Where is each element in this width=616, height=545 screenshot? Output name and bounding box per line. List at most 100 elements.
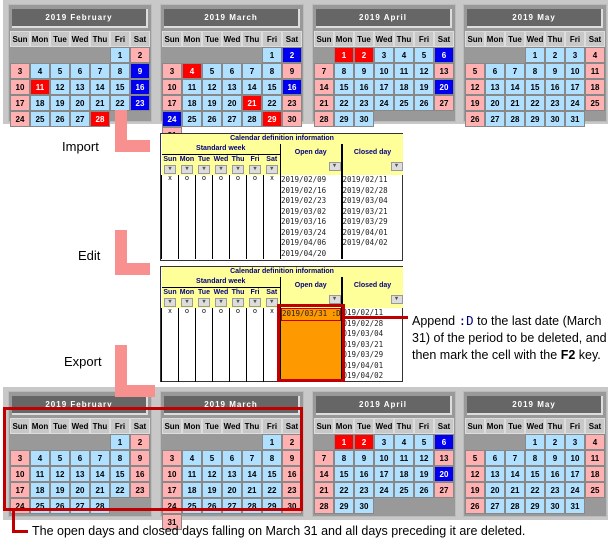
closed-day-cell[interactable]: 019/02/28 — [342, 318, 384, 328]
day-cell[interactable]: 21 — [505, 95, 525, 111]
closed-day-cell[interactable]: 019/03/21 — [342, 339, 384, 349]
filter-dropdown-icon[interactable]: ▾ — [390, 295, 403, 304]
day-cell[interactable]: 19 — [414, 466, 434, 482]
day-cell[interactable]: 16 — [130, 79, 150, 95]
day-cell[interactable]: 24 — [374, 482, 394, 498]
day-cell[interactable]: 25 — [182, 111, 202, 127]
day-cell[interactable]: 23 — [130, 482, 150, 498]
day-cell[interactable]: 14 — [505, 79, 525, 95]
filter-dropdown-icon[interactable]: ▾ — [249, 298, 261, 307]
day-cell[interactable]: 5 — [414, 47, 434, 63]
day-cell[interactable]: 12 — [465, 79, 485, 95]
day-cell[interactable]: 23 — [545, 482, 565, 498]
day-cell[interactable]: 4 — [182, 63, 202, 79]
day-cell[interactable]: 26 — [465, 498, 485, 514]
day-cell[interactable]: 10 — [374, 450, 394, 466]
day-cell[interactable]: 27 — [70, 111, 90, 127]
filter-dropdown-icon[interactable]: ▾ — [181, 165, 193, 174]
day-cell[interactable]: 7 — [314, 450, 334, 466]
day-cell[interactable]: 19 — [465, 482, 485, 498]
day-cell[interactable]: 3 — [10, 63, 30, 79]
day-cell[interactable]: 12 — [202, 79, 222, 95]
day-cell[interactable]: 26 — [414, 482, 434, 498]
closed-day-cell[interactable]: 2019/04/01 — [342, 227, 388, 237]
day-cell[interactable]: 3 — [162, 450, 182, 466]
day-cell[interactable]: 4 — [585, 434, 605, 450]
day-cell[interactable]: 22 — [525, 95, 545, 111]
day-cell[interactable]: 27 — [222, 111, 242, 127]
day-cell[interactable]: 18 — [585, 79, 605, 95]
day-cell[interactable]: 17 — [10, 482, 30, 498]
filter-dropdown-icon[interactable]: ▾ — [232, 298, 244, 307]
day-cell[interactable]: 30 — [354, 111, 374, 127]
day-cell[interactable]: 15 — [110, 466, 130, 482]
day-cell[interactable]: 26 — [414, 95, 434, 111]
day-cell[interactable]: 15 — [262, 79, 282, 95]
day-cell[interactable]: 12 — [414, 450, 434, 466]
day-cell[interactable]: 20 — [434, 466, 454, 482]
day-cell[interactable]: 8 — [110, 63, 130, 79]
day-cell[interactable]: 15 — [110, 79, 130, 95]
day-cell[interactable]: 5 — [465, 63, 485, 79]
day-cell[interactable]: 5 — [50, 450, 70, 466]
day-cell[interactable]: 20 — [485, 95, 505, 111]
day-cell[interactable]: 13 — [222, 79, 242, 95]
day-cell[interactable]: 14 — [90, 79, 110, 95]
edited-open-day-cell[interactable]: 2019/03/31 :D — [281, 308, 341, 321]
day-cell[interactable]: 14 — [505, 466, 525, 482]
day-cell[interactable]: 8 — [525, 450, 545, 466]
day-cell[interactable]: 24 — [162, 111, 182, 127]
day-cell[interactable]: 26 — [202, 111, 222, 127]
day-cell[interactable]: 25 — [30, 111, 50, 127]
day-cell[interactable]: 22 — [110, 482, 130, 498]
week-value-cell[interactable]: x — [263, 175, 281, 260]
closed-day-cell[interactable]: 2019/03/21 — [342, 206, 388, 216]
day-cell[interactable]: 16 — [282, 466, 302, 482]
day-cell[interactable]: 21 — [505, 482, 525, 498]
day-cell[interactable]: 18 — [182, 482, 202, 498]
day-cell[interactable]: 2 — [282, 47, 302, 63]
day-cell[interactable]: 21 — [314, 95, 334, 111]
day-cell[interactable]: 15 — [262, 466, 282, 482]
day-cell[interactable]: 24 — [565, 482, 585, 498]
closed-day-cell[interactable]: 019/04/02 — [342, 371, 384, 381]
day-cell[interactable]: 28 — [242, 111, 262, 127]
day-cell[interactable]: 6 — [70, 63, 90, 79]
filter-dropdown-icon[interactable]: ▾ — [390, 162, 403, 171]
day-cell[interactable]: 10 — [565, 63, 585, 79]
day-cell[interactable]: 1 — [262, 47, 282, 63]
day-cell[interactable]: 27 — [485, 498, 505, 514]
day-cell[interactable]: 28 — [314, 111, 334, 127]
day-cell[interactable]: 2 — [354, 47, 374, 63]
day-cell[interactable]: 18 — [30, 95, 50, 111]
day-cell[interactable]: 13 — [485, 466, 505, 482]
day-cell[interactable]: 4 — [30, 450, 50, 466]
day-cell[interactable]: 29 — [525, 498, 545, 514]
day-cell[interactable]: 25 — [394, 95, 414, 111]
day-cell[interactable]: 17 — [162, 482, 182, 498]
filter-dropdown-icon[interactable]: ▾ — [215, 298, 227, 307]
day-cell[interactable]: 28 — [505, 498, 525, 514]
day-cell[interactable]: 8 — [262, 63, 282, 79]
day-cell[interactable]: 12 — [50, 79, 70, 95]
day-cell[interactable]: 31 — [162, 514, 182, 530]
week-value-cell[interactable]: x — [161, 175, 179, 260]
day-cell[interactable]: 7 — [242, 63, 262, 79]
filter-dropdown-icon[interactable]: ▾ — [164, 165, 176, 174]
day-cell[interactable]: 11 — [585, 63, 605, 79]
day-cell[interactable]: 11 — [30, 466, 50, 482]
day-cell[interactable]: 4 — [394, 47, 414, 63]
day-cell[interactable]: 12 — [414, 63, 434, 79]
day-cell[interactable]: 17 — [565, 466, 585, 482]
day-cell[interactable]: 14 — [242, 79, 262, 95]
day-cell[interactable]: 10 — [374, 63, 394, 79]
week-value-cell[interactable]: o — [229, 175, 247, 260]
day-cell[interactable]: 16 — [354, 466, 374, 482]
day-cell[interactable]: 10 — [10, 79, 30, 95]
day-cell[interactable]: 19 — [50, 482, 70, 498]
day-cell[interactable]: 7 — [90, 63, 110, 79]
day-cell[interactable]: 1 — [525, 434, 545, 450]
day-cell[interactable]: 30 — [545, 498, 565, 514]
day-cell[interactable]: 20 — [222, 482, 242, 498]
day-cell[interactable]: 7 — [314, 63, 334, 79]
